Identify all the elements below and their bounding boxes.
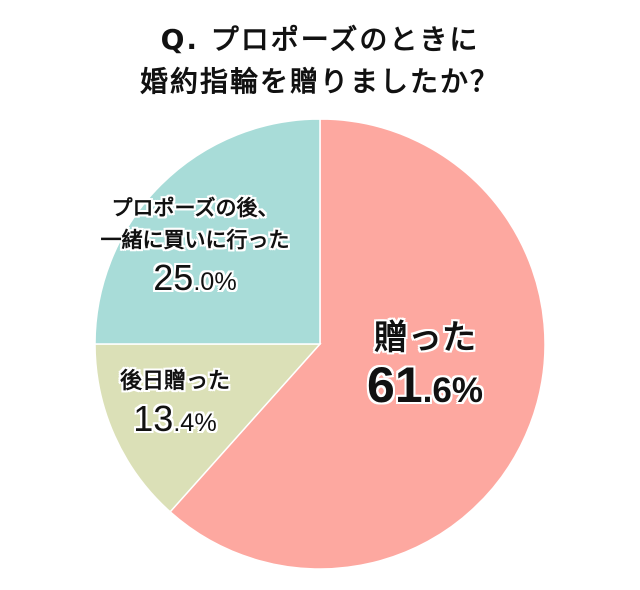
label-together-text1: プロポーズの後、	[111, 196, 279, 220]
slice-gave	[169, 118, 546, 570]
chart-title-line2: 婚約指輪を贈りましたか？	[139, 65, 500, 98]
label-together: プロポーズの後、 一緒に買いに行った 25.0%	[75, 192, 315, 304]
chart-title-line1: Q. プロポーズのときに	[160, 23, 480, 56]
label-together-text2: 一緒に買いに行った	[100, 228, 290, 252]
label-later: 後日贈った 13.4%	[100, 368, 250, 446]
slice-later	[94, 343, 322, 513]
label-gave-text: 贈った	[374, 318, 476, 358]
label-later-value: 13.4%	[133, 398, 217, 439]
slice-together	[94, 118, 321, 345]
label-together-value: 25.0%	[153, 257, 237, 298]
label-gave-value: 61.6%	[367, 357, 483, 413]
label-later-text: 後日贈った	[119, 369, 230, 394]
label-gave: 贈った 61.6%	[350, 318, 500, 418]
